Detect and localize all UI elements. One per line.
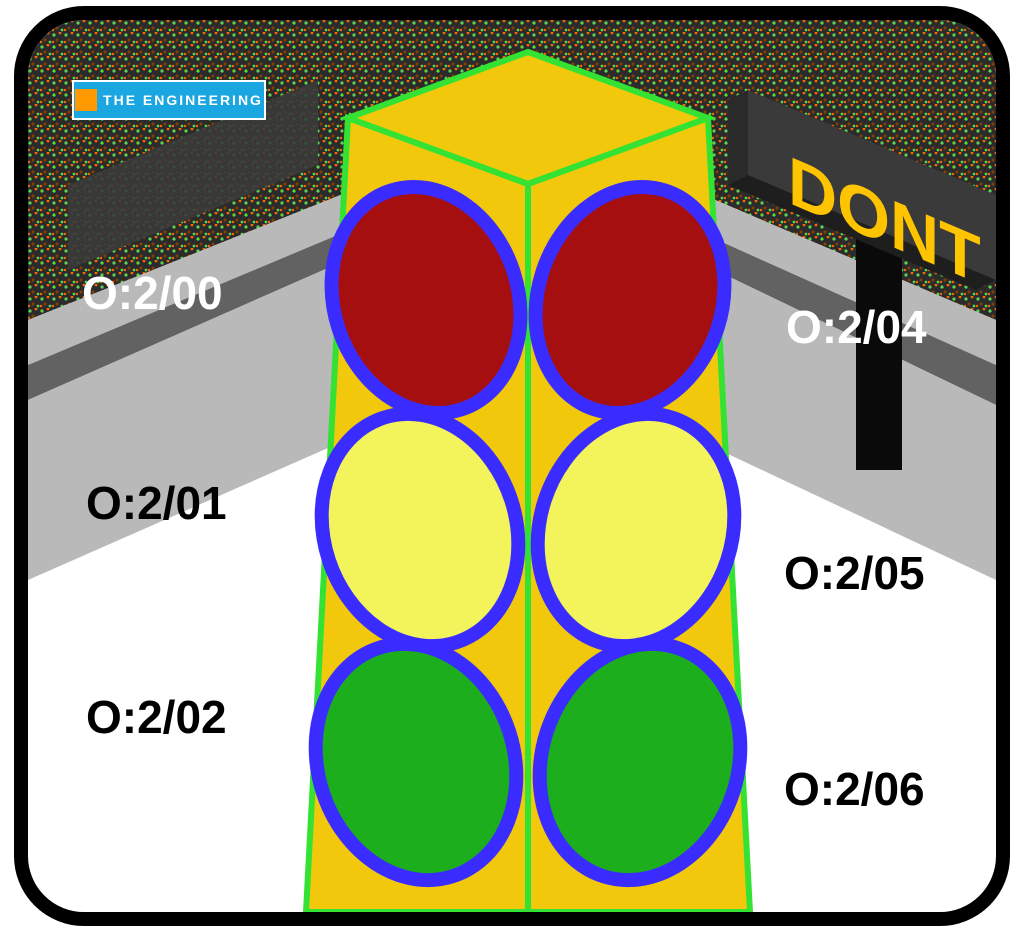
label-o2-05: O:2/05 [784, 546, 925, 600]
label-o2-06: O:2/06 [784, 762, 925, 816]
diagram-frame: DONT THE ENGINEERING O:2/00 O:2/01 O:2/0… [14, 6, 1010, 926]
label-o2-01: O:2/01 [86, 476, 227, 530]
label-o2-02: O:2/02 [86, 690, 227, 744]
label-o2-04: O:2/04 [786, 300, 927, 354]
label-o2-00: O:2/00 [82, 266, 223, 320]
